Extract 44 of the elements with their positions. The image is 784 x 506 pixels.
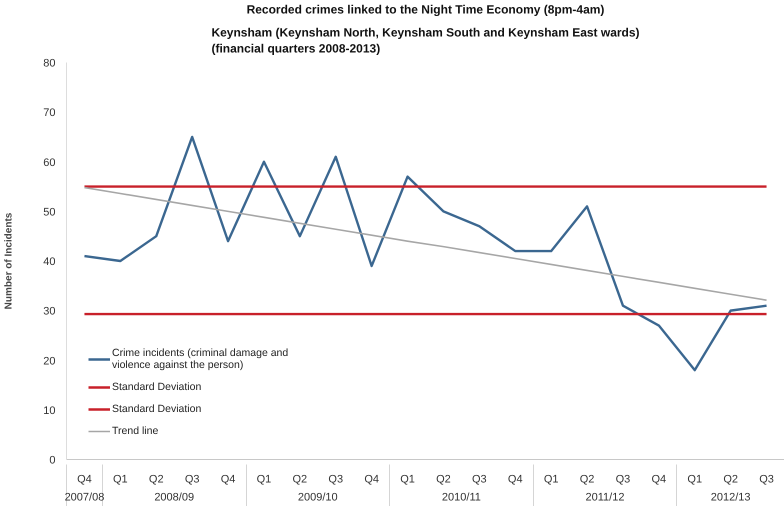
line-series — [83, 136, 768, 372]
x-tick-label: Q3 — [616, 474, 630, 486]
y-tick-label: 50 — [43, 206, 56, 218]
x-tick-label: Q4 — [220, 474, 236, 486]
x-tick-label: Q4 — [364, 474, 379, 486]
x-tick-label: Q1 — [687, 474, 702, 486]
x-tick-label: Q2 — [148, 474, 164, 486]
text: 2008/09 — [154, 492, 194, 504]
chart-subtitle: Keynsham (Keynsham North, Keynsham South and Keynsham East wards) (financial quarters 2008-2013) — [211, 25, 640, 56]
x-tick-label: Q2 — [436, 474, 451, 486]
legend-label: Crime incidents (criminal damage and violence against the person) — [112, 347, 288, 371]
text: 2009/10 — [298, 492, 338, 504]
chart-title: Recorded crimes linked to the Night Time Economy (8pm-4am) — [246, 2, 604, 16]
x-tick-label: Q4 — [508, 474, 523, 486]
x-tick-label: Q1 — [544, 474, 558, 486]
x-tick-label: Q4 — [652, 474, 666, 486]
x-tick-label: Q3 — [328, 474, 344, 486]
legend-label: Standard Deviation — [112, 381, 202, 393]
y-tick-label: 80 — [43, 58, 56, 70]
x-tick-label: Q4 — [77, 474, 92, 486]
x-tick-label: Q3 — [472, 474, 487, 486]
text: 2011/12 — [586, 492, 624, 504]
x-tick-label: Q2 — [723, 474, 738, 486]
y-tick-label: 40 — [43, 256, 56, 268]
legend-label: Trend line — [112, 425, 158, 437]
x-tick-label: Q3 — [759, 474, 774, 486]
text: 2007/08 — [64, 492, 104, 504]
x-tick-label: Q2 — [292, 474, 308, 486]
x-tick-label: Q3 — [184, 474, 200, 486]
y-tick-label: 0 — [49, 454, 56, 466]
y-axis-title: Number of Incidents — [3, 212, 14, 310]
text: 2012/13 — [710, 492, 751, 504]
y-tick-label: 60 — [43, 156, 56, 169]
y-tick-label: 70 — [43, 107, 56, 120]
text: 2010/11 — [442, 492, 481, 504]
x-tick-label: Q1 — [400, 474, 415, 486]
x-tick-label: Q2 — [580, 474, 594, 486]
x-tick-label: Q1 — [256, 474, 272, 486]
legend-label: Standard Deviation — [112, 403, 202, 415]
line-series — [84, 186, 768, 302]
y-tick-label: 20 — [43, 355, 56, 368]
y-tick-label: 30 — [43, 306, 56, 318]
y-tick-label: 10 — [43, 404, 56, 417]
x-tick-label: Q1 — [113, 474, 128, 486]
